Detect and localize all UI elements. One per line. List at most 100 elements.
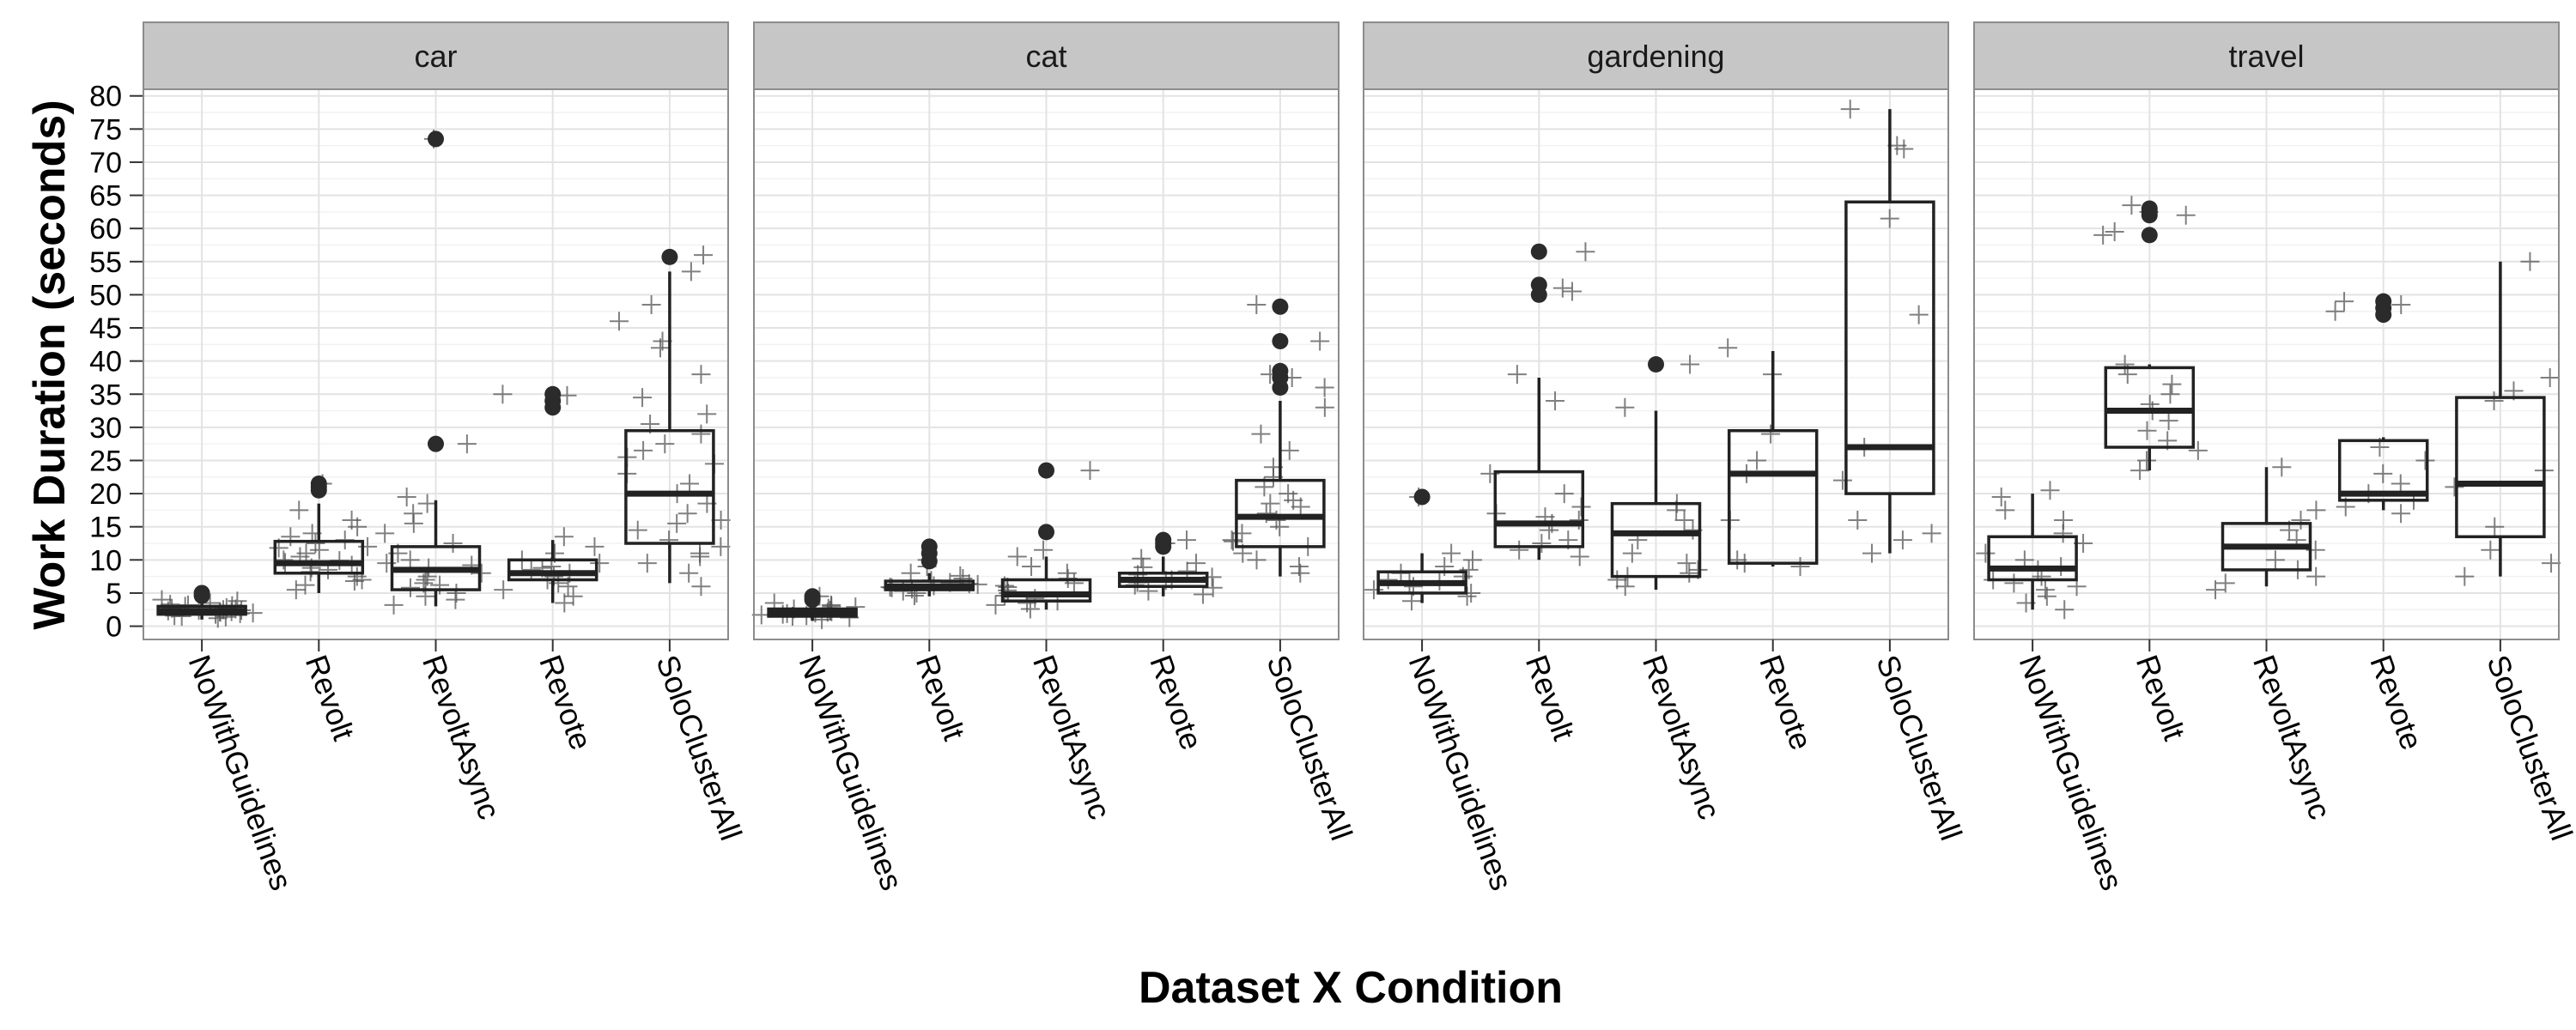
x-tick-label: RevoltAsync xyxy=(416,651,507,824)
y-tick-label: 40 xyxy=(89,346,122,379)
data-point xyxy=(286,580,306,600)
data-point xyxy=(1840,100,1860,119)
data-point xyxy=(557,385,577,405)
data-point xyxy=(681,262,701,282)
data-point xyxy=(691,577,711,597)
data-point xyxy=(2481,540,2500,560)
data-point xyxy=(1176,530,1196,550)
data-point xyxy=(1552,278,1572,298)
data-point xyxy=(2188,440,2208,460)
data-point xyxy=(2040,481,2060,500)
data-point xyxy=(2306,500,2326,520)
outlier-point xyxy=(428,130,444,148)
x-tick-label: Revote xyxy=(1753,651,1820,754)
outlier-point xyxy=(1272,332,1289,349)
data-point xyxy=(1848,510,1868,530)
data-point xyxy=(2159,411,2178,431)
data-point xyxy=(1991,487,2011,506)
data-point xyxy=(1310,331,1330,351)
outlier-point xyxy=(1155,531,1172,548)
data-point xyxy=(641,294,661,314)
y-tick-label: 50 xyxy=(89,279,122,312)
outlier-point xyxy=(1530,243,1547,260)
data-point xyxy=(1186,554,1206,573)
data-point xyxy=(1562,282,1582,301)
x-tick-label: SoloClusterAll xyxy=(1869,651,1969,845)
data-point xyxy=(397,487,416,506)
box xyxy=(624,428,715,545)
y-tick-label: 55 xyxy=(89,246,122,279)
data-point xyxy=(563,586,583,606)
data-point xyxy=(590,554,610,573)
data-point xyxy=(1554,484,1574,504)
data-point xyxy=(2115,354,2135,374)
data-point xyxy=(1247,294,1267,314)
data-point xyxy=(1622,543,1642,563)
data-point xyxy=(634,440,653,460)
data-point xyxy=(1315,378,1334,397)
facet-strip-label: car xyxy=(414,39,457,74)
x-axis-title: Dataset X Condition xyxy=(1139,963,1563,1013)
data-point xyxy=(1576,242,1595,262)
data-point xyxy=(1194,585,1213,604)
data-point xyxy=(375,524,395,543)
data-point xyxy=(609,312,629,331)
data-point xyxy=(2272,457,2292,477)
data-point xyxy=(296,543,316,563)
data-point xyxy=(289,500,309,520)
data-point xyxy=(400,550,420,570)
data-point xyxy=(295,575,315,595)
data-point xyxy=(447,583,466,603)
y-tick-label: 70 xyxy=(89,147,122,179)
box xyxy=(1493,470,1585,548)
data-point xyxy=(2206,580,2226,600)
data-point xyxy=(690,547,710,566)
y-tick-label: 0 xyxy=(106,611,122,644)
x-tick-label: Revote xyxy=(532,651,599,754)
data-point xyxy=(1247,550,1267,570)
data-point xyxy=(457,434,477,454)
data-point xyxy=(1007,547,1027,566)
outlier-point xyxy=(661,248,678,265)
x-tick-label: Revote xyxy=(2363,651,2430,754)
data-point xyxy=(1996,500,2015,520)
data-point xyxy=(667,513,687,533)
x-tick-label: Revote xyxy=(1143,651,1210,754)
data-point xyxy=(1922,524,1941,543)
data-point xyxy=(1080,461,1100,481)
data-point xyxy=(901,563,920,583)
y-tick-label: 35 xyxy=(89,379,122,411)
data-point xyxy=(2373,464,2393,483)
data-point xyxy=(637,554,657,573)
data-point xyxy=(1680,563,1699,583)
x-tick-label: NoWithGuidelines xyxy=(1402,651,1520,895)
box xyxy=(1987,535,2078,582)
facet-strip-label: cat xyxy=(1025,39,1066,74)
y-tick-label: 75 xyxy=(89,113,122,146)
y-axis-title: Work Duration (seconds) xyxy=(25,100,75,629)
data-point xyxy=(2306,566,2326,586)
box xyxy=(1610,501,1702,579)
data-point xyxy=(494,580,513,600)
x-tick-label: NoWithGuidelines xyxy=(793,651,910,895)
x-tick-label: NoWithGuidelines xyxy=(182,651,300,895)
outlier-point xyxy=(1272,298,1289,315)
data-point xyxy=(471,563,491,583)
data-point xyxy=(2520,251,2540,271)
x-tick-label: Revolt xyxy=(1519,651,1582,745)
data-point xyxy=(1976,543,1996,563)
x-tick-label: RevoltAsync xyxy=(2246,651,2338,824)
data-point xyxy=(1880,209,1899,228)
data-point xyxy=(1364,580,1383,600)
y-tick-label: 25 xyxy=(89,445,122,477)
data-point xyxy=(1022,557,1042,577)
x-tick-label: NoWithGuidelines xyxy=(2013,651,2130,895)
data-point xyxy=(1442,543,1461,563)
y-tick-label: 60 xyxy=(89,213,122,245)
data-point xyxy=(1728,550,1747,570)
data-point xyxy=(2335,292,2354,312)
data-point xyxy=(1034,540,1054,560)
data-point xyxy=(2445,477,2464,497)
outlier-point xyxy=(1530,276,1547,294)
data-point xyxy=(2035,580,2055,600)
